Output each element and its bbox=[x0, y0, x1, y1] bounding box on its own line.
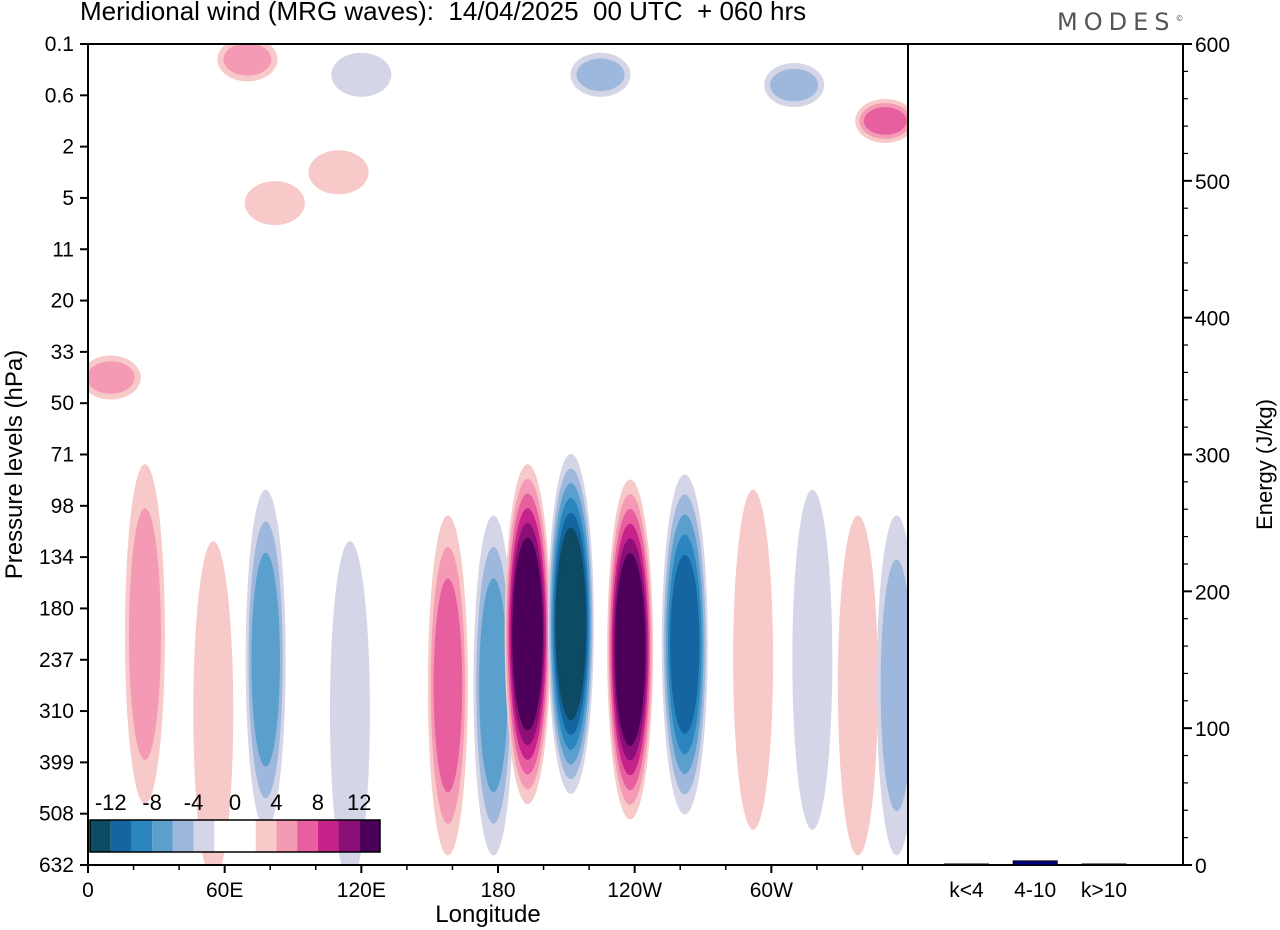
y-tick-label: 237 bbox=[39, 649, 74, 672]
colorbar-swatch bbox=[359, 820, 380, 852]
contour-blob bbox=[244, 181, 305, 226]
x-axis-label: Longitude bbox=[435, 901, 540, 928]
energy-axis-label: Energy (J/kg) bbox=[1252, 399, 1277, 530]
colorbar-label: -12 bbox=[95, 790, 127, 815]
contour-blob bbox=[331, 52, 392, 97]
contour-blob bbox=[251, 552, 280, 767]
contour-blob bbox=[733, 489, 774, 830]
heatmap-contours bbox=[88, 44, 908, 865]
x-tick-label: 180 bbox=[480, 879, 515, 902]
y-tick-label: 5 bbox=[62, 187, 74, 210]
contour-blob bbox=[576, 58, 625, 92]
colorbar-swatch bbox=[297, 820, 318, 852]
colorbar-swatch bbox=[214, 820, 235, 852]
energy-tick-label: 200 bbox=[1195, 581, 1230, 604]
contour-blob bbox=[880, 559, 908, 812]
energy-tick-label: 0 bbox=[1195, 855, 1207, 878]
energy-bar bbox=[1081, 863, 1127, 866]
colorbar-swatch bbox=[172, 820, 194, 852]
contour-blob bbox=[670, 554, 700, 734]
x-tick-label: 0 bbox=[82, 879, 94, 902]
contour-blob bbox=[308, 150, 369, 195]
colorbar-swatch bbox=[90, 820, 111, 852]
y-tick-label: 180 bbox=[39, 597, 74, 620]
colorbar-label: 8 bbox=[312, 790, 324, 815]
contour-blob bbox=[616, 567, 644, 732]
colorbar-swatch bbox=[255, 820, 277, 852]
contour-blob bbox=[513, 552, 542, 716]
y-tick-label: 50 bbox=[51, 392, 74, 415]
energy-tick-label: 100 bbox=[1195, 718, 1230, 741]
energy-category-label: k<4 bbox=[949, 879, 984, 902]
colorbar-label: -4 bbox=[184, 790, 204, 815]
contour-blob bbox=[193, 541, 234, 865]
contour-blob bbox=[479, 578, 508, 793]
colorbar-label: -8 bbox=[142, 790, 162, 815]
contour-blob bbox=[770, 68, 819, 102]
energy-category-label: k>10 bbox=[1081, 879, 1127, 902]
colorbar-label: 12 bbox=[347, 790, 371, 815]
y-tick-label: 33 bbox=[51, 341, 74, 364]
colorbar-swatch bbox=[276, 820, 298, 852]
contour-blob bbox=[792, 489, 833, 830]
contour-blob bbox=[433, 578, 463, 793]
modes-logo: MODES© bbox=[1057, 8, 1184, 36]
y-axis-label: Pressure levels (hPa) bbox=[1, 350, 28, 579]
contour-blob bbox=[837, 515, 878, 856]
energy-tick-label: 500 bbox=[1195, 171, 1230, 194]
colorbar-swatch bbox=[152, 820, 173, 852]
colorbar-swatch bbox=[338, 820, 360, 852]
y-tick-label: 71 bbox=[51, 444, 74, 467]
colorbar-label: 4 bbox=[270, 790, 282, 815]
x-tick-label: 120E bbox=[337, 879, 386, 902]
energy-bar bbox=[1012, 860, 1058, 866]
chart-title: Meridional wind (MRG waves): 14/04/2025 … bbox=[80, 0, 807, 26]
energy-category-label: 4-10 bbox=[1014, 879, 1056, 902]
y-tick-label: 134 bbox=[39, 546, 74, 569]
energy-tick-label: 600 bbox=[1195, 34, 1230, 57]
y-tick-label: 508 bbox=[39, 803, 74, 826]
contour-blob bbox=[863, 107, 907, 135]
y-tick-label: 399 bbox=[39, 751, 74, 774]
colorbar-swatch bbox=[193, 820, 215, 852]
y-tick-label: 0.1 bbox=[45, 33, 74, 56]
energy-tick-label: 400 bbox=[1195, 308, 1230, 331]
contour-blob bbox=[557, 542, 585, 706]
y-tick-label: 2 bbox=[62, 136, 74, 159]
y-tick-label: 310 bbox=[39, 700, 74, 723]
y-tick-label: 20 bbox=[51, 290, 74, 313]
y-tick-label: 98 bbox=[51, 495, 74, 518]
contour-blob bbox=[128, 508, 161, 760]
y-tick-label: 632 bbox=[39, 854, 74, 877]
colorbar-frame bbox=[89, 819, 381, 853]
x-tick-label: 120W bbox=[607, 879, 662, 902]
energy-frame bbox=[907, 43, 1184, 866]
x-tick-label: 60E bbox=[206, 879, 243, 902]
contour-blob bbox=[88, 361, 135, 394]
colorbar-swatch bbox=[131, 820, 153, 852]
contour-blob bbox=[329, 541, 370, 865]
colorbar-swatch bbox=[317, 820, 339, 852]
energy-bar bbox=[943, 863, 989, 866]
logo-text: MODES bbox=[1057, 8, 1176, 36]
energy-tick-label: 300 bbox=[1195, 445, 1230, 468]
x-tick-label: 60W bbox=[750, 879, 793, 902]
contour-blob bbox=[223, 44, 272, 76]
colorbar-label: 0 bbox=[229, 790, 241, 815]
y-tick-label: 0.6 bbox=[45, 84, 74, 107]
y-tick-label: 11 bbox=[52, 238, 74, 261]
colorbar-swatch bbox=[110, 820, 132, 852]
colorbar-swatch bbox=[235, 820, 256, 852]
